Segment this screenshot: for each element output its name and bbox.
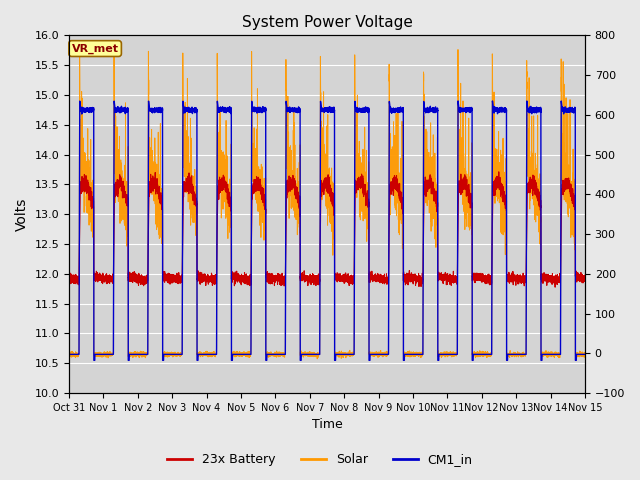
Title: System Power Voltage: System Power Voltage [241,15,412,30]
X-axis label: Time: Time [312,419,342,432]
Text: VR_met: VR_met [72,43,118,54]
Legend: 23x Battery, Solar, CM1_in: 23x Battery, Solar, CM1_in [163,448,477,471]
Y-axis label: Volts: Volts [15,198,29,231]
